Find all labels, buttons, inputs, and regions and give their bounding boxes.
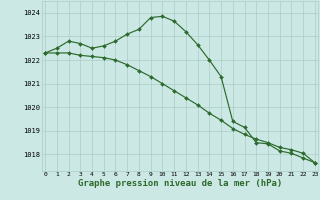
X-axis label: Graphe pression niveau de la mer (hPa): Graphe pression niveau de la mer (hPa) bbox=[78, 179, 282, 188]
